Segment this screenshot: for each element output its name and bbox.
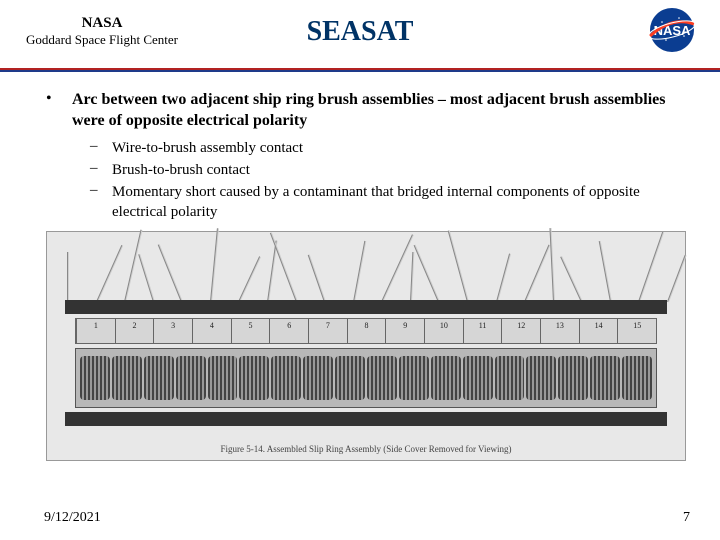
slide-content: • Arc between two adjacent ship ring bru… <box>0 72 720 461</box>
ruler-tick: 7 <box>308 319 347 343</box>
figure-caption: Figure 5-14. Assembled Slip Ring Assembl… <box>47 444 685 454</box>
bullet-marker: • <box>46 90 72 132</box>
sub-bullet: – Momentary short caused by a contaminan… <box>90 182 690 223</box>
gear-segment <box>558 356 588 400</box>
wire <box>67 252 69 302</box>
gear-segment <box>526 356 556 400</box>
wire <box>96 245 123 302</box>
ruler-tick: 10 <box>424 319 463 343</box>
gear-segment <box>239 356 269 400</box>
gear-segment <box>80 356 110 400</box>
wire <box>561 256 584 302</box>
nasa-logo-icon: NASA <box>644 6 700 54</box>
footer-date: 9/12/2021 <box>44 510 101 526</box>
ruler-tick: 8 <box>347 319 386 343</box>
sub-bullet: – Wire-to-brush assembly contact <box>90 138 690 158</box>
figure-wires <box>47 232 685 302</box>
wire <box>496 253 511 302</box>
wire <box>210 228 219 302</box>
sub-text: Wire-to-brush assembly contact <box>112 138 303 158</box>
gear-segment <box>176 356 206 400</box>
ruler-tick: 12 <box>501 319 540 343</box>
slide-footer: 9/12/2021 7 <box>0 510 720 526</box>
ruler-tick: 1 <box>76 319 115 343</box>
sub-marker: – <box>90 182 112 223</box>
ruler-tick: 9 <box>385 319 424 343</box>
gear-segment <box>367 356 397 400</box>
sub-marker: – <box>90 138 112 158</box>
slip-ring-figure: 123456789101112131415 Figure 5-14. Assem… <box>46 231 686 461</box>
wire <box>124 229 142 302</box>
wire <box>138 254 155 302</box>
bullet-text: Arc between two adjacent ship ring brush… <box>72 90 690 132</box>
figure-bottom-bar <box>65 412 667 426</box>
ruler-tick: 11 <box>463 319 502 343</box>
ruler-tick: 14 <box>579 319 618 343</box>
gear-segment <box>335 356 365 400</box>
ruler-tick: 3 <box>153 319 192 343</box>
figure-gears <box>75 348 657 408</box>
slide-title: SEASAT <box>0 16 720 48</box>
gear-segment <box>463 356 493 400</box>
sub-bullet: – Brush-to-brush contact <box>90 160 690 180</box>
gear-segment <box>144 356 174 400</box>
ruler-tick: 2 <box>115 319 154 343</box>
ruler-tick: 13 <box>540 319 579 343</box>
main-bullet: • Arc between two adjacent ship ring bru… <box>46 90 690 132</box>
ruler-tick: 15 <box>617 319 656 343</box>
figure-top-bar <box>65 300 667 314</box>
gear-segment <box>622 356 652 400</box>
gear-segment <box>495 356 525 400</box>
wire <box>381 234 414 302</box>
sub-text: Momentary short caused by a contaminant … <box>112 182 690 223</box>
sub-bullet-list: – Wire-to-brush assembly contact – Brush… <box>90 138 690 223</box>
figure-ruler: 123456789101112131415 <box>75 318 657 344</box>
wire <box>549 228 555 302</box>
ruler-tick: 6 <box>269 319 308 343</box>
sub-text: Brush-to-brush contact <box>112 160 250 180</box>
wire <box>599 240 612 301</box>
gear-segment <box>271 356 301 400</box>
gear-segment <box>112 356 142 400</box>
sub-marker: – <box>90 160 112 180</box>
wire <box>448 230 469 302</box>
gear-segment <box>431 356 461 400</box>
wire <box>414 244 440 302</box>
slide-header: NASA Goddard Space Flight Center SEASAT … <box>0 0 720 68</box>
gear-segment <box>399 356 429 400</box>
ruler-tick: 5 <box>231 319 270 343</box>
gear-segment <box>303 356 333 400</box>
wire <box>353 240 366 301</box>
wire <box>239 256 262 302</box>
ruler-tick: 4 <box>192 319 231 343</box>
wire <box>158 244 183 302</box>
gear-segment <box>590 356 620 400</box>
wire <box>410 252 414 302</box>
wire <box>638 231 664 302</box>
wire <box>524 244 550 302</box>
wire <box>308 254 326 302</box>
footer-page: 7 <box>683 510 690 526</box>
gear-segment <box>208 356 238 400</box>
wire <box>667 254 687 301</box>
